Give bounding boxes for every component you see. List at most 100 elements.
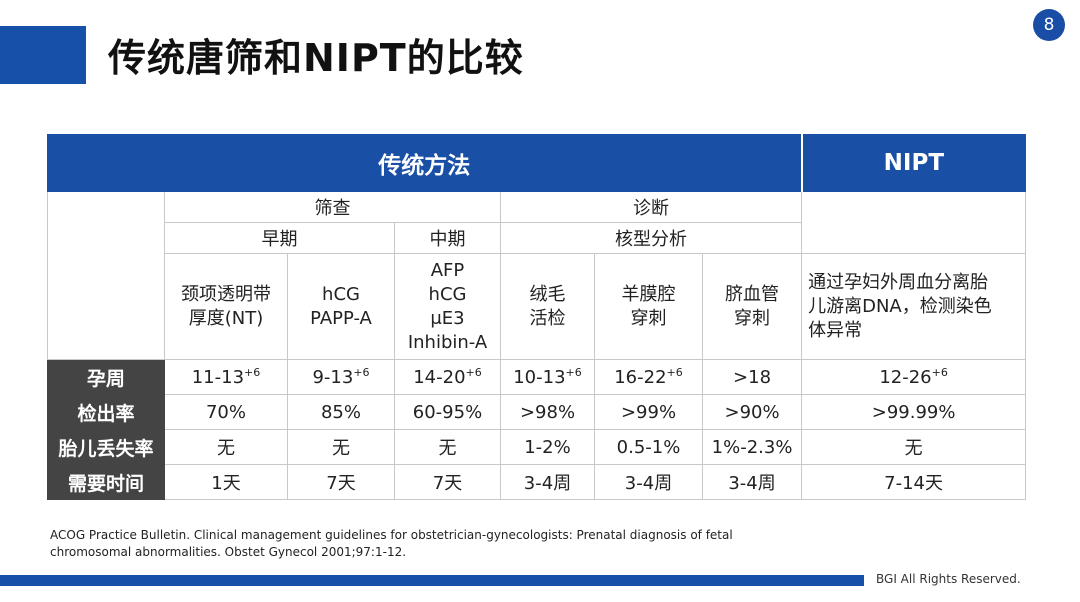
cell-value: 1%-2.3%	[711, 436, 793, 458]
method-line: 穿刺	[734, 307, 771, 329]
header-nipt: NIPT	[800, 134, 1027, 192]
table-cell: 7天	[287, 464, 395, 500]
cell-value: 10-13	[513, 366, 566, 388]
cell-superscript: +6	[666, 365, 683, 379]
cell-value: 3-4周	[523, 473, 572, 494]
method-line: PAPP-A	[310, 307, 372, 329]
cell-value: 9-13	[312, 366, 354, 388]
page-number-badge: 8	[1033, 9, 1065, 41]
cell-value: 无	[217, 438, 235, 459]
row-label: 胎儿丢失率	[47, 429, 165, 465]
subgroup-karyotype: 核型分析	[499, 222, 803, 254]
table-cell: 3-4周	[594, 464, 703, 500]
method-cell: 脐血管 穿刺	[701, 253, 803, 360]
method-row: 颈项透明带 厚度(NT) hCG PAPP-A AFP hCG μE3 Inhibin-A 绒毛…	[48, 253, 1027, 360]
table-cell: >99%	[594, 394, 703, 430]
method-line: AFP	[430, 259, 465, 281]
method-line: Inhibin-A	[407, 331, 488, 353]
table-cell: >99.99%	[801, 394, 1027, 430]
footer-accent-bar	[0, 575, 864, 586]
subgroup-early: 早期	[164, 222, 395, 254]
table-cell: 无	[394, 429, 501, 465]
nipt-group-blank	[801, 191, 1027, 254]
table-cell: 14-20+6	[394, 359, 501, 395]
cell-value: 7-14天	[884, 473, 944, 494]
table-cell: 70%	[164, 394, 288, 430]
cell-value: >99.99%	[871, 401, 956, 423]
subgroup-mid: 中期	[394, 222, 501, 254]
method-cell: AFP hCG μE3 Inhibin-A	[394, 253, 501, 360]
method-line: 穿刺	[630, 307, 667, 329]
cell-value: 12-26	[879, 366, 932, 388]
method-line: 绒毛	[529, 283, 566, 305]
cell-value: 无	[332, 438, 350, 459]
data-rows: 孕周 11-13+6 9-13+6 14-20+6 10-13+6 16-22+6 >18 1…	[47, 359, 1027, 500]
method-cell: hCG PAPP-A	[287, 253, 395, 360]
reference-citation: ACOG Practice Bulletin. Clinical managem…	[50, 528, 733, 559]
method-line: 厚度(NT)	[188, 307, 264, 329]
comparison-table: 传统方法 NIPT 筛查 诊断 早期 中期 核型分析 颈项透明带 厚度(NT) hC…	[46, 134, 1027, 500]
table-cell: 60-95%	[394, 394, 501, 430]
cell-value: 60-95%	[412, 401, 483, 423]
cell-value: 14-20	[413, 366, 466, 388]
cell-value: 85%	[320, 401, 361, 423]
table-cell: 85%	[287, 394, 395, 430]
method-line: 通过孕妇外周血分离胎	[808, 271, 989, 293]
table-cell: 无	[164, 429, 288, 465]
cell-value: 3-4周	[624, 473, 673, 494]
cell-value: 0.5-1%	[616, 436, 681, 458]
cell-value: >98%	[519, 401, 576, 423]
cell-value: 70%	[205, 401, 246, 423]
cell-value: 无	[904, 438, 923, 459]
method-cell: 颈项透明带 厚度(NT)	[164, 253, 288, 360]
method-cell: 羊膜腔 穿刺	[594, 253, 703, 360]
method-line: hCG	[428, 283, 467, 305]
table-cell: 12-26+6	[801, 359, 1027, 395]
cell-superscript: +6	[244, 365, 261, 379]
table-cell: 1%-2.3%	[701, 429, 803, 465]
table-cell: 3-4周	[701, 464, 803, 500]
cell-value: 7天	[432, 473, 463, 494]
table-cell: 11-13+6	[164, 359, 288, 395]
cell-value: 16-22	[614, 366, 667, 388]
table-cell: 16-22+6	[594, 359, 703, 395]
table-cell: 0.5-1%	[594, 429, 703, 465]
group-screening: 筛查	[164, 191, 501, 223]
cell-superscript: +6	[353, 365, 370, 379]
method-line: 活检	[529, 307, 566, 329]
table-cell: 7天	[394, 464, 501, 500]
method-line: 羊膜腔	[621, 283, 676, 305]
slide-title: 传统唐筛和NIPT的比较	[108, 36, 524, 80]
cell-value: >99%	[620, 401, 677, 423]
table-cell: 1-2%	[500, 429, 595, 465]
row-label: 检出率	[47, 394, 165, 430]
header-traditional: 传统方法	[46, 134, 803, 192]
title-accent-bar	[0, 26, 86, 84]
method-line: 体异常	[808, 319, 863, 341]
table-row: 检出率 70% 85% 60-95% >98% >99% >90% >99.99%	[47, 394, 1027, 430]
method-line: μE3	[430, 307, 465, 329]
method-line: 脐血管	[725, 283, 780, 305]
cell-value: 1天	[211, 473, 241, 494]
method-line: hCG	[322, 283, 360, 305]
table-cell: 1天	[164, 464, 288, 500]
cell-value: 7天	[326, 473, 356, 494]
table-cell: >90%	[701, 394, 803, 430]
footer-copyright: BGI All Rights Reserved.	[876, 572, 1021, 586]
table-cell: 无	[287, 429, 395, 465]
method-cell: 绒毛 活检	[500, 253, 595, 360]
cell-superscript: +6	[465, 365, 482, 379]
table-cell: >98%	[500, 394, 595, 430]
table-cell: 7-14天	[801, 464, 1027, 500]
cell-value: 11-13	[191, 366, 245, 388]
nipt-method-description: 通过孕妇外周血分离胎 儿游离DNA，检测染色 体异常	[801, 253, 1027, 360]
group-diagnosis: 诊断	[499, 191, 803, 223]
table-row: 胎儿丢失率 无 无 无 1-2% 0.5-1% 1%-2.3% 无	[47, 429, 1027, 465]
cell-value: >90%	[724, 401, 780, 423]
corner-cell	[47, 191, 165, 360]
cell-superscript: +6	[931, 365, 948, 379]
method-line: 颈项透明带	[181, 283, 271, 305]
table-row: 孕周 11-13+6 9-13+6 14-20+6 10-13+6 16-22+6 >18 1…	[47, 359, 1027, 395]
cell-superscript: +6	[565, 365, 582, 379]
method-line: 儿游离DNA，检测染色	[808, 295, 992, 317]
